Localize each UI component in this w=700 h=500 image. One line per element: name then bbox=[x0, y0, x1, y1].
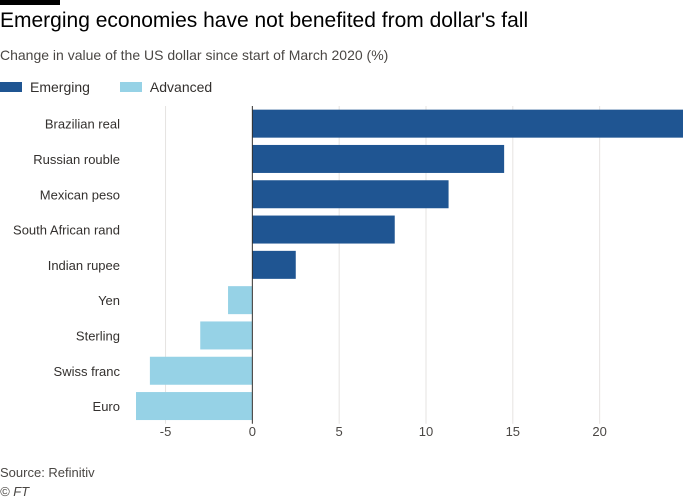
legend-label-emerging: Emerging bbox=[30, 79, 90, 95]
bar bbox=[252, 180, 449, 209]
category-label: Swiss franc bbox=[54, 364, 121, 379]
category-label: Brazilian real bbox=[45, 117, 120, 132]
category-label: Russian rouble bbox=[33, 152, 120, 167]
bar-chart: -5 0 5 10 15 20 Brazilian real Russian rouble Me… bbox=[13, 106, 683, 439]
source-note: Source: Refinitiv bbox=[0, 465, 95, 480]
legend-swatch-emerging bbox=[0, 82, 22, 92]
legend: Emerging Advanced bbox=[0, 78, 242, 96]
category-label: Mexican peso bbox=[40, 187, 120, 202]
chart-subtitle: Change in value of the US dollar since s… bbox=[0, 47, 389, 63]
category-label: Indian rupee bbox=[48, 258, 120, 273]
bar bbox=[228, 286, 253, 315]
category-label: Euro bbox=[93, 399, 120, 414]
chart-title: Emerging economies have not benefited fr… bbox=[0, 9, 529, 32]
x-tick-label: 5 bbox=[336, 424, 343, 439]
bar bbox=[252, 215, 395, 244]
x-tick-label: 15 bbox=[506, 424, 520, 439]
top-rule bbox=[0, 0, 60, 5]
bar bbox=[252, 109, 683, 138]
legend-item-emerging: Emerging bbox=[0, 79, 90, 95]
bar bbox=[149, 356, 253, 385]
legend-label-advanced: Advanced bbox=[149, 79, 213, 95]
bar bbox=[136, 392, 253, 421]
bar bbox=[252, 250, 296, 279]
credit-note: © FT bbox=[0, 484, 30, 499]
x-tick-label: -5 bbox=[160, 424, 172, 439]
x-tick-label: 0 bbox=[249, 424, 256, 439]
x-tick-label: 20 bbox=[592, 424, 606, 439]
x-tick-label: 10 bbox=[419, 424, 433, 439]
category-label: South African rand bbox=[13, 223, 120, 238]
bar bbox=[252, 144, 505, 173]
category-label: Sterling bbox=[76, 328, 120, 343]
category-label: Yen bbox=[98, 293, 120, 308]
legend-swatch-advanced bbox=[119, 82, 142, 92]
legend-item-advanced: Advanced bbox=[119, 79, 213, 95]
bar bbox=[200, 321, 253, 350]
